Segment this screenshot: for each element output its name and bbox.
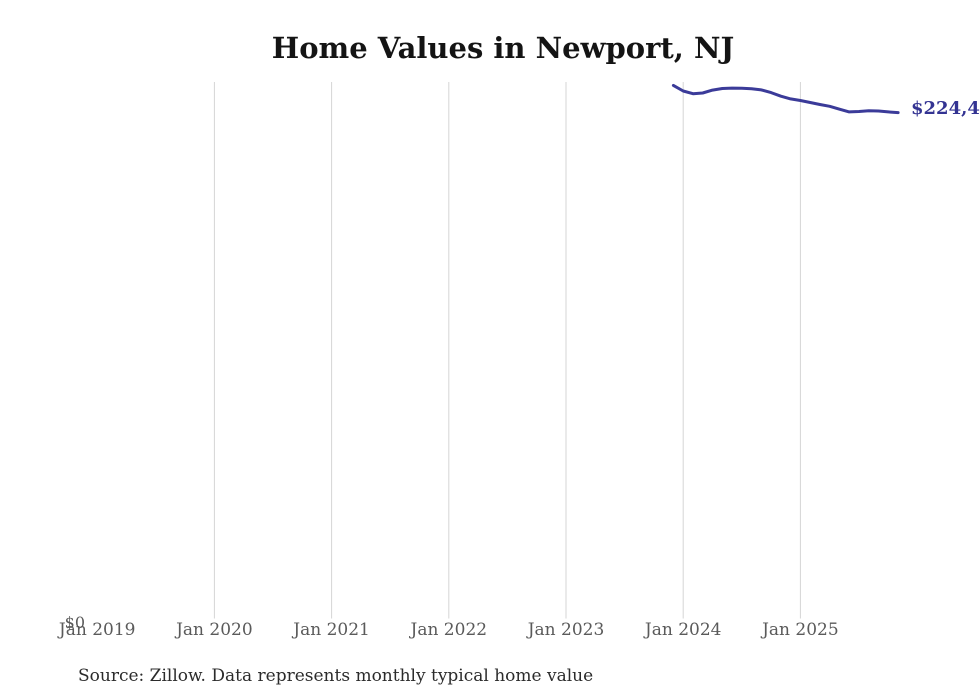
x-axis-tick-label: Jan 2019: [58, 620, 136, 640]
source-note: Source: Zillow. Data represents monthly …: [78, 666, 594, 686]
x-axis-tick-label: Jan 2023: [527, 620, 605, 640]
x-axis-tick-label: Jan 2022: [410, 620, 488, 640]
x-axis-tick-label: Jan 2021: [293, 620, 370, 640]
home-value-line: [671, 83, 900, 115]
x-axis-tick-label: Jan 2024: [644, 620, 722, 640]
y-axis-zero-label: $0: [64, 613, 85, 632]
chart-title: Home Values in Newport, NJ: [271, 31, 735, 65]
latest-value-label: $224,400: [911, 98, 980, 119]
x-axis-tick-label: Jan 2025: [762, 620, 839, 640]
x-axis-tick-label: Jan 2020: [176, 620, 253, 640]
